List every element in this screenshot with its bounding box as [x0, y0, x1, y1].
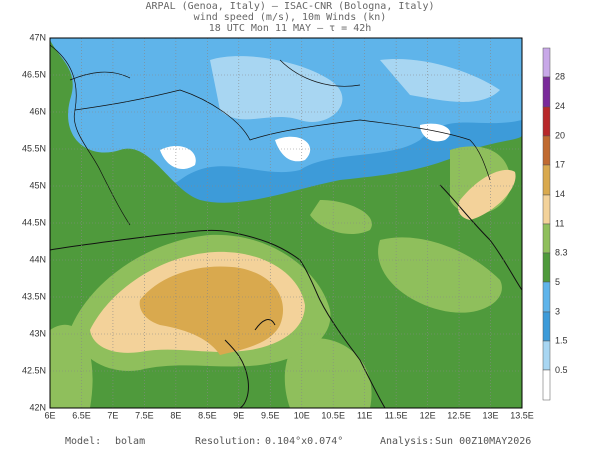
lon-label: 8.5E	[198, 410, 217, 420]
colorbar-label: 20	[555, 130, 565, 140]
lat-label: 42.5N	[22, 365, 46, 375]
title-line: 18 UTC Mon 11 MAY — τ = 42h	[209, 23, 372, 34]
footer-value: 0.104°x0.074°	[265, 436, 343, 447]
title-line: ARPAL (Genoa, Italy) — ISAC-CNR (Bologna…	[146, 1, 435, 12]
lat-label: 46N	[29, 106, 46, 116]
footer-label: Model:	[65, 436, 101, 447]
colorbar-label: 14	[555, 189, 565, 199]
lon-label: 6.5E	[72, 410, 91, 420]
colorbar-label: 5	[555, 277, 560, 287]
lat-label: 44.5N	[22, 217, 46, 227]
map-frame	[49, 37, 523, 409]
lat-label: 46.5N	[22, 69, 46, 79]
footer-value: Sun 00Z10MAY2026	[435, 436, 531, 447]
title-line: wind speed (m/s), 10m Winds (kn)	[194, 12, 387, 23]
lon-label: 10.5E	[321, 410, 345, 420]
colorbar-label: 17	[555, 160, 565, 170]
colorbar-label: 8.3	[555, 248, 568, 258]
lon-label: 6E	[44, 410, 55, 420]
colorbar	[542, 47, 551, 401]
footer-label: Analysis:	[380, 436, 434, 447]
map	[50, 38, 522, 408]
lon-label: 7.5E	[135, 410, 154, 420]
lon-label: 13.5E	[510, 410, 534, 420]
colorbar-label: 0.5	[555, 365, 568, 375]
lat-label: 43N	[29, 328, 46, 338]
footer-label: Resolution:	[195, 436, 261, 447]
lat-label: 47N	[29, 32, 46, 42]
lon-label: 11.5E	[385, 410, 408, 420]
colorbar-label: 1.5	[555, 336, 568, 346]
lon-label: 9E	[233, 410, 244, 420]
lon-label: 13E	[483, 410, 499, 420]
lon-label: 8E	[170, 410, 181, 420]
lat-label: 42N	[29, 402, 46, 412]
lat-label: 45N	[29, 180, 46, 190]
lon-label: 10E	[294, 410, 310, 420]
lon-label: 12.5E	[447, 410, 471, 420]
lon-label: 9.5E	[261, 410, 280, 420]
colorbar-label: 11	[555, 218, 564, 228]
lon-label: 11E	[357, 410, 372, 420]
graticule	[50, 38, 522, 408]
colorbar-label: 24	[555, 101, 565, 111]
colorbar-label: 28	[555, 72, 565, 82]
footer-value: bolam	[115, 436, 145, 447]
lat-label: 45.5N	[22, 143, 46, 153]
lon-label: 7E	[107, 410, 118, 420]
lat-label: 43.5N	[22, 291, 46, 301]
colorbar-label: 3	[555, 306, 560, 316]
colorbar-labels: 28 24 20 17 14 11 8.3 5 3 1.5 0.5	[555, 72, 568, 375]
lat-label: 44N	[29, 254, 46, 264]
lon-label: 12E	[420, 410, 436, 420]
